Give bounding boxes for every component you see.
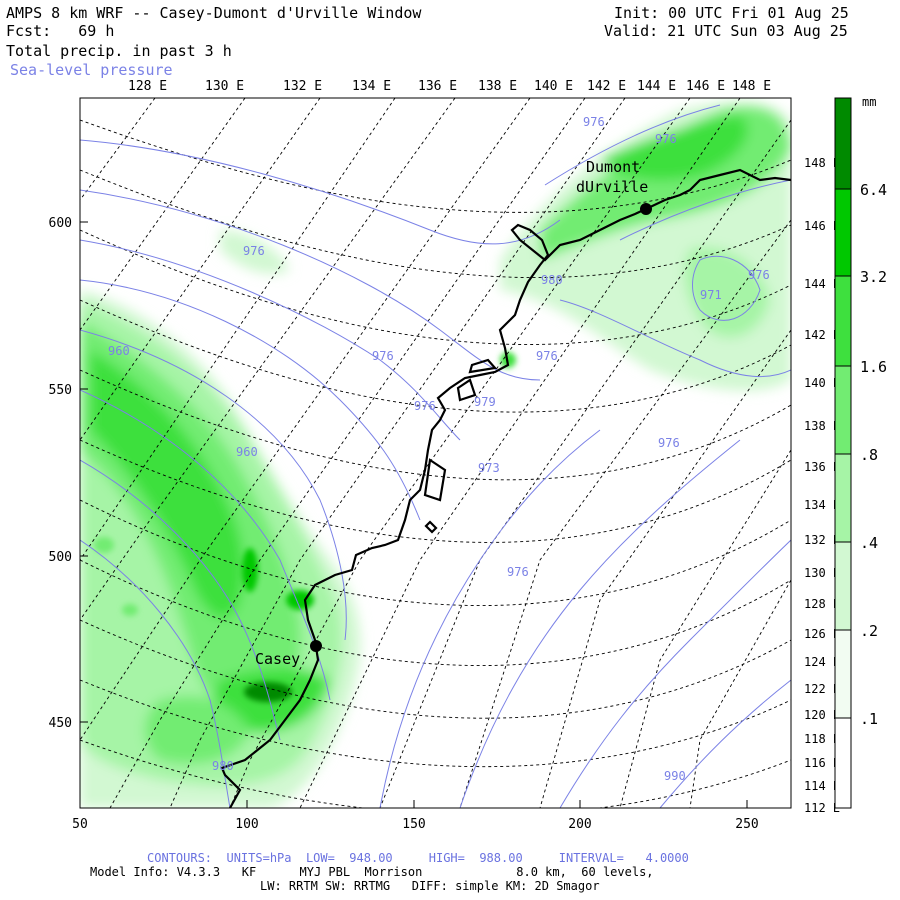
casey-label: Casey [255,650,300,668]
isobar-label: 980 [212,759,234,773]
map-title: AMPS 8 km WRF -- Casey-Dumont d'Urville … [6,4,422,22]
right-lon-label: 112 E [804,801,840,815]
colorbar-label: .8 [860,446,878,464]
top-lon-label: 138 E [478,79,517,94]
isobar-label: 960 [236,445,258,459]
right-lon-label: 120 E [804,708,840,722]
top-lon-label: 132 E [283,79,322,94]
right-lon-label: 122 E [804,682,840,696]
field-name: Total precip. in past 3 h [6,42,232,60]
isobar-label: 973 [478,461,500,475]
casey-station-marker [310,640,322,652]
isobars [80,104,791,808]
plot-area [80,98,791,808]
right-lon-label: 126 E [804,627,840,641]
isobar-label: 976 [243,244,265,258]
isobar-label: 976 [658,436,680,450]
right-lon-label: 130 E [804,566,840,580]
isobar-label: 976 [507,565,529,579]
coastline [220,168,791,808]
dumont-durville-station-marker [640,203,652,215]
dumont-label-line2: dUrville [576,178,648,196]
precip-colorbar: mm 6.4 3.2 1.6 .8 .4 .2 .1 [834,95,887,809]
top-lon-label: 130 E [205,79,244,94]
right-lon-label: 132 E [804,533,840,547]
colorbar-label: 1.6 [860,358,887,376]
right-lon-label: 114 E [804,779,840,793]
y-axis-label: 450 [49,716,72,731]
colorbar-swatch [835,98,851,189]
right-lon-label: 124 E [804,655,840,669]
x-axis-label: 100 [235,817,258,832]
isobar-labels: 976 976 976 976 976 976 976 976 976 979 … [108,115,770,783]
top-lon-label: 134 E [352,79,391,94]
dumont-label-line1: Dumont [586,158,640,176]
isobar-label: 976 [414,399,436,413]
colorbar-label: 3.2 [860,268,887,286]
colorbar-label: .1 [860,710,878,728]
isobar-label: 976 [372,349,394,363]
isobar-label: 976 [536,349,558,363]
isobar-label: 979 [474,395,496,409]
isobar-label: 960 [108,344,130,358]
right-lon-label: 136 E [804,460,840,474]
valid-time: Valid: 21 UTC Sun 03 Aug 25 [604,22,848,40]
right-lon-label: 144 E [804,277,840,291]
top-lon-label: 142 E [587,79,626,94]
x-axis-label: 50 [72,817,88,832]
colorbar-swatch [835,189,851,276]
x-axis-label: 200 [568,817,591,832]
top-longitude-labels: 128 E 130 E 132 E 134 E 136 E 138 E 140 … [128,79,771,94]
top-lon-label: 146 E [686,79,725,94]
model-info: Model Info: V4.3.3 KF MYJ PBL Morrison 8… [90,865,654,879]
isobar-label: 990 [664,769,686,783]
top-lon-label: 136 E [418,79,457,94]
isobar-label: 976 [748,268,770,282]
colorbar-swatch [835,630,851,718]
right-lon-label: 140 E [804,376,840,390]
right-lon-label: 146 E [804,219,840,233]
right-lon-label: 116 E [804,756,840,770]
overlay-name: Sea-level pressure [10,61,173,79]
forecast-hour: Fcst: 69 h [6,22,115,40]
right-lon-label: 138 E [804,419,840,433]
right-lon-label: 128 E [804,597,840,611]
colorbar-swatch [835,718,851,808]
isobar-label: 971 [700,288,722,302]
plot-frame [79,97,792,809]
colorbar-swatch [835,542,851,630]
right-lon-label: 118 E [804,732,840,746]
colorbar-label: 6.4 [860,181,887,199]
isobar-label: 976 [583,115,605,129]
colorbar-label: .2 [860,622,878,640]
isobar-label: 980 [541,273,563,287]
graticule [80,98,791,808]
x-axis-label: 150 [402,817,425,832]
x-axis-labels: 50 100 150 200 250 [72,800,759,832]
top-lon-label: 128 E [128,79,167,94]
right-longitude-labels: 148 E 146 E 144 E 142 E 140 E 138 E 136 … [804,156,840,815]
y-axis-label: 500 [49,550,72,565]
y-axis-labels: 600 550 500 450 [49,216,88,731]
top-lon-label: 148 E [732,79,771,94]
right-lon-label: 142 E [804,328,840,342]
colorbar-label: .4 [860,534,878,552]
right-lon-label: 148 E [804,156,840,170]
colorbar-swatch [835,276,851,366]
init-time: Init: 00 UTC Fri 01 Aug 25 [614,4,849,22]
top-lon-label: 140 E [534,79,573,94]
y-axis-label: 550 [49,383,72,398]
colorbar-swatch [835,366,851,454]
contours-info: CONTOURS: UNITS=hPa LOW= 948.00 HIGH= 98… [147,851,689,865]
colorbar-unit: mm [862,95,876,109]
top-lon-label: 144 E [637,79,676,94]
x-axis-label: 250 [735,817,758,832]
y-axis-label: 600 [49,216,72,231]
colorbar-swatch [835,454,851,542]
right-lon-label: 134 E [804,498,840,512]
isobar-label: 976 [655,132,677,146]
physics-info: LW: RRTM SW: RRTMG DIFF: simple KM: 2D S… [260,879,600,893]
